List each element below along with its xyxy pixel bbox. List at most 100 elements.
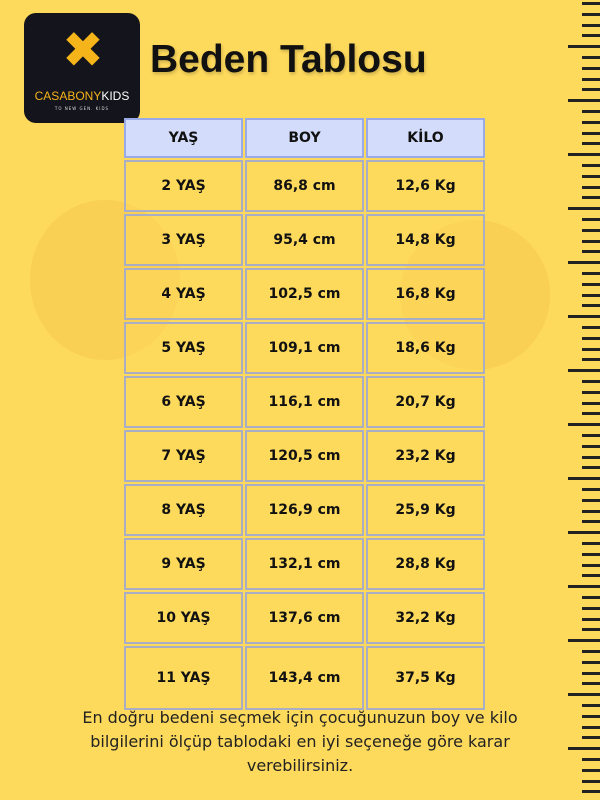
ruler-tick [582, 617, 600, 621]
ruler-tick [582, 174, 600, 178]
header-height: BOY [245, 118, 364, 158]
cell-weight: 12,6 Kg [366, 160, 485, 212]
ruler-tick [582, 120, 600, 124]
ruler-tick [582, 650, 600, 653]
cell-height: 132,1 cm [245, 538, 364, 590]
ruler-tick [582, 196, 600, 200]
table-row: 11 YAŞ 143,4 cm 37,5 Kg [124, 646, 485, 710]
table-header-row: YAŞ BOY KİLO [124, 118, 485, 158]
table-row: 5 YAŞ 109,1 cm 18,6 Kg [124, 322, 485, 374]
ruler-tick [582, 401, 600, 405]
ruler-tick [568, 693, 600, 697]
cell-height: 143,4 cm [245, 646, 364, 710]
cell-height: 102,5 cm [245, 268, 364, 320]
ruler-tick [582, 142, 600, 146]
info-note: En doğru bedeni seçmek için çocuğunuzun … [82, 708, 518, 775]
ruler-tick [568, 369, 600, 373]
cell-height: 95,4 cm [245, 214, 364, 266]
ruler-tick [568, 639, 600, 643]
ruler-tick [582, 164, 600, 167]
table-row: 8 YAŞ 126,9 cm 25,9 Kg [124, 484, 485, 536]
ruler-tick [568, 45, 600, 49]
ruler-tick [568, 315, 600, 319]
ruler-tick [582, 66, 600, 70]
cell-weight: 23,2 Kg [366, 430, 485, 482]
header-weight: KİLO [366, 118, 485, 158]
cell-age: 3 YAŞ [124, 214, 243, 266]
ruler-tick [568, 531, 600, 535]
cell-weight: 37,5 Kg [366, 646, 485, 710]
ruler-tick [582, 736, 600, 740]
ruler-tick [582, 779, 600, 783]
ruler-tick [582, 444, 600, 448]
ruler-tick [582, 725, 600, 729]
ruler-tick [582, 498, 600, 502]
cell-age: 7 YAŞ [124, 430, 243, 482]
table-row: 9 YAŞ 132,1 cm 28,8 Kg [124, 538, 485, 590]
cell-weight: 14,8 Kg [366, 214, 485, 266]
ruler-tick [582, 790, 600, 794]
ruler-tick [582, 88, 600, 92]
ruler-tick [582, 509, 600, 513]
ruler-tick [582, 606, 600, 610]
ruler-tick [582, 520, 600, 524]
ruler-tick [582, 282, 600, 286]
cell-height: 120,5 cm [245, 430, 364, 482]
ruler-tick [582, 185, 600, 189]
ruler-tick [582, 12, 600, 16]
ruler-tick [582, 390, 600, 394]
size-table: YAŞ BOY KİLO 2 YAŞ 86,8 cm 12,6 Kg 3 YAŞ 95,… [122, 116, 487, 712]
cell-age: 9 YAŞ [124, 538, 243, 590]
ruler-tick [568, 477, 600, 481]
ruler-tick [568, 423, 600, 427]
logo-tagline: TO NEW GEN. KIDS [54, 106, 110, 111]
ruler-tick [582, 671, 600, 675]
ruler-tick [568, 99, 600, 103]
table-row: 7 YAŞ 120,5 cm 23,2 Kg [124, 430, 485, 482]
cell-weight: 25,9 Kg [366, 484, 485, 536]
ruler-tick [582, 218, 600, 221]
ruler-tick [582, 326, 600, 329]
cell-age: 4 YAŞ [124, 268, 243, 320]
ruler-tick [582, 434, 600, 437]
brand-logo: ✖ CASABONYKIDS TO NEW GEN. KIDS [24, 13, 140, 123]
ruler-tick [582, 358, 600, 362]
ruler-tick [582, 628, 600, 632]
ruler-tick [568, 153, 600, 157]
cell-weight: 18,6 Kg [366, 322, 485, 374]
table-row: 3 YAŞ 95,4 cm 14,8 Kg [124, 214, 485, 266]
ruler-tick [582, 768, 600, 772]
ruler-tick [582, 455, 600, 459]
ruler-tick [582, 758, 600, 761]
table-row: 10 YAŞ 137,6 cm 32,2 Kg [124, 592, 485, 644]
ruler-tick [582, 488, 600, 491]
cell-height: 116,1 cm [245, 376, 364, 428]
ruler-tick [582, 542, 600, 545]
ruler-tick [582, 239, 600, 243]
ruler-tick [582, 466, 600, 470]
ruler-tick [582, 250, 600, 254]
ruler-tick [582, 596, 600, 599]
header-age: YAŞ [124, 118, 243, 158]
cell-height: 86,8 cm [245, 160, 364, 212]
logo-brand: CASABONYKIDS [34, 89, 130, 103]
ruler-tick [568, 207, 600, 211]
cell-age: 5 YAŞ [124, 322, 243, 374]
cell-weight: 20,7 Kg [366, 376, 485, 428]
cell-age: 6 YAŞ [124, 376, 243, 428]
ruler-tick [568, 261, 600, 265]
ruler-tick [582, 304, 600, 308]
cell-height: 126,9 cm [245, 484, 364, 536]
ruler-tick [582, 660, 600, 664]
ruler-tick [582, 34, 600, 38]
ruler-tick [582, 131, 600, 135]
cell-age: 2 YAŞ [124, 160, 243, 212]
ruler-tick [582, 574, 600, 578]
x-logo-icon: ✖ [62, 21, 104, 79]
cell-height: 137,6 cm [245, 592, 364, 644]
cell-height: 109,1 cm [245, 322, 364, 374]
ruler-tick [582, 77, 600, 81]
ruler-tick [582, 347, 600, 351]
ruler-tick [582, 682, 600, 686]
ruler-tick [582, 293, 600, 297]
